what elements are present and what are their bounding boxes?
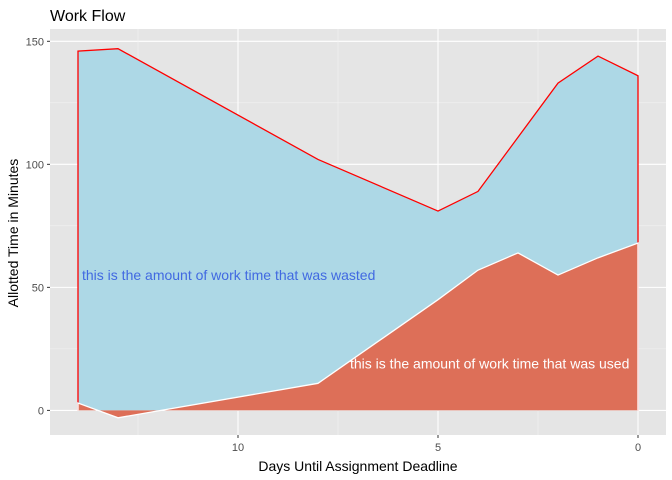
x-tick-label: 5	[435, 442, 441, 454]
chart-title: Work Flow	[50, 8, 126, 25]
x-axis-label: Days Until Assignment Deadline	[258, 458, 457, 474]
annotations: this is the amount of work time that was…	[82, 267, 629, 372]
area-series	[77, 48, 639, 419]
x-tick-label: 10	[232, 442, 244, 454]
annotation-used: this is the amount of work time that was…	[350, 356, 629, 372]
y-tick-label: 100	[26, 159, 44, 171]
y-tick-label: 50	[32, 282, 44, 294]
line-allotted	[77, 48, 639, 411]
annotation-wasted: this is the amount of work time that was…	[82, 267, 375, 283]
area-used	[78, 243, 638, 418]
x-tick-label: 0	[635, 442, 641, 454]
y-axis-label: Allotted Time in Minutes	[5, 159, 21, 308]
y-tick-label: 0	[38, 405, 44, 417]
y-tick-label: 150	[26, 36, 44, 48]
